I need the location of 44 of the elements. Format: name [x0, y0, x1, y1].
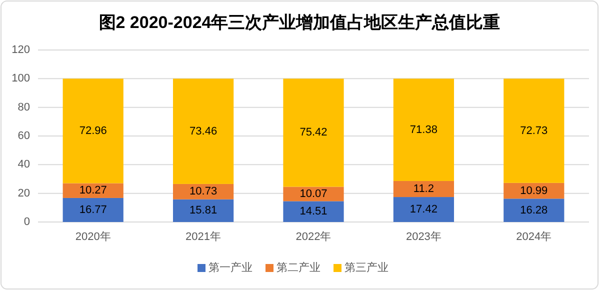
y-tick-label: 100 — [12, 72, 30, 85]
bar — [393, 78, 454, 181]
data-label: 72.73 — [520, 124, 548, 137]
data-label: 10.99 — [520, 184, 548, 197]
bar — [62, 78, 124, 184]
legend-label: 第一产业 — [208, 261, 252, 274]
bar — [504, 78, 564, 183]
data-label: 15.81 — [190, 204, 218, 217]
legend-label: 第二产业 — [276, 261, 320, 274]
x-tick-label: 2021年 — [186, 231, 222, 243]
chart-title: 图2 2020-2024年三次产业增加值占地区生产总值比重 — [98, 13, 500, 32]
data-label: 14.51 — [300, 206, 328, 218]
bar — [172, 199, 234, 222]
data-label: 10.07 — [300, 188, 328, 200]
x-tick-label: 2020年 — [75, 231, 111, 243]
bar — [172, 184, 234, 200]
data-label: 17.42 — [410, 204, 438, 216]
bar — [283, 201, 344, 222]
bar — [504, 198, 564, 222]
y-tick-label: 0 — [24, 216, 30, 228]
data-label: 16.28 — [520, 204, 548, 216]
y-tick-label: 20 — [18, 187, 30, 200]
y-tick-label: 40 — [18, 158, 30, 171]
data-label: 11.2 — [413, 183, 434, 196]
y-tick-label: 60 — [18, 130, 30, 142]
legend-label: 第三产业 — [344, 261, 388, 274]
x-tick-label: 2022年 — [296, 231, 332, 243]
data-label: 75.42 — [300, 126, 328, 139]
data-label: 73.46 — [190, 125, 218, 138]
data-label: 10.73 — [190, 186, 218, 198]
data-label: 72.96 — [79, 124, 107, 137]
y-tick-label: 80 — [18, 101, 30, 114]
bar — [172, 78, 234, 184]
x-tick-label: 2024年 — [516, 231, 552, 243]
bar — [283, 78, 344, 187]
bar — [393, 197, 454, 222]
data-label: 71.38 — [410, 124, 438, 136]
bar — [62, 183, 124, 198]
data-label: 16.77 — [79, 204, 107, 216]
bar — [393, 180, 454, 198]
x-tick-label: 2023年 — [406, 231, 442, 243]
data-label: 10.27 — [79, 184, 107, 197]
y-tick-label: 120 — [12, 44, 30, 56]
bar — [62, 198, 124, 222]
